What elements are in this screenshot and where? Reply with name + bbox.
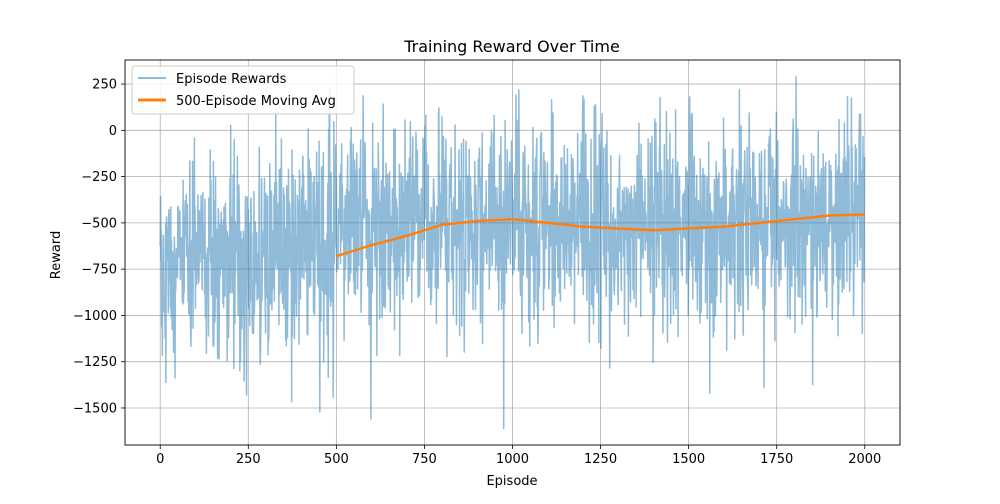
chart-title: Training Reward Over Time [403, 37, 620, 56]
y-tick-label: −750 [81, 263, 117, 278]
x-tick-label: 1500 [672, 452, 705, 467]
legend-label-moving-avg: 500-Episode Moving Avg [176, 94, 336, 109]
y-axis-label: Reward [49, 231, 64, 279]
x-tick-label: 1750 [760, 452, 793, 467]
moving-average-line [335, 213, 865, 258]
y-tick-label: −250 [81, 170, 117, 185]
x-tick-label: 500 [324, 452, 349, 467]
x-tick-label: 0 [156, 452, 164, 467]
legend-box [131, 65, 355, 115]
legend: Episode Rewards 500-Episode Moving Avg [131, 65, 355, 115]
ticks-layer: 0 250 500 750 1000 1250 1500 1750 2000 −1500 −1250… [73, 78, 881, 467]
x-tick-label: 750 [412, 452, 437, 467]
x-tick-label: 1250 [584, 452, 617, 467]
y-tick-label: −1500 [73, 401, 117, 416]
x-tick-label: 2000 [848, 452, 881, 467]
y-tick-label: −1250 [73, 355, 117, 370]
x-tick-label: 250 [236, 452, 261, 467]
y-tick-label: −1000 [73, 309, 117, 324]
series-layer [159, 75, 866, 430]
y-tick-label: 250 [92, 78, 117, 93]
episode-rewards-line [159, 75, 866, 430]
legend-label-episode-rewards: Episode Rewards [176, 72, 287, 87]
y-tick-label: −500 [81, 216, 117, 231]
x-tick-label: 1000 [496, 452, 529, 467]
x-axis-label: Episode [486, 474, 537, 489]
y-tick-label: 0 [109, 124, 117, 139]
